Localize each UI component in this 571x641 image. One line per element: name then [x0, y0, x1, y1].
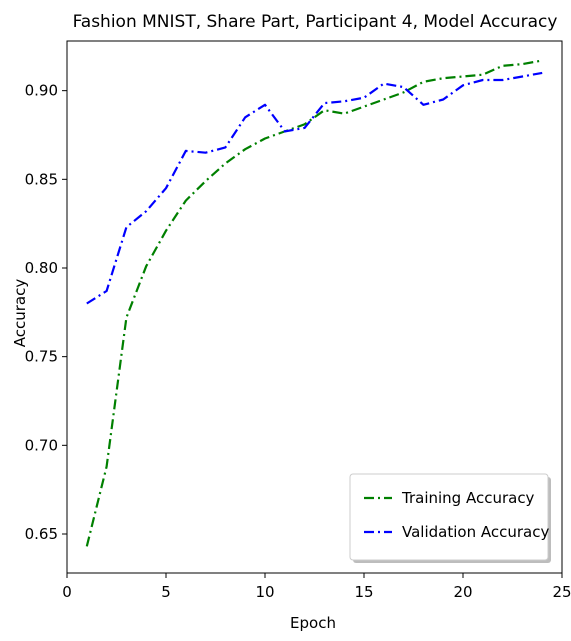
y-axis-ticks: 0.65 0.70 0.75 0.80 0.85 0.90: [25, 82, 67, 543]
x-tick-label: 10: [255, 583, 274, 601]
y-axis-label: Accuracy: [11, 279, 29, 348]
x-tick-label: 5: [161, 583, 171, 601]
x-axis-label: Epoch: [290, 614, 336, 632]
y-tick-label: 0.85: [25, 170, 58, 188]
legend-entry-label: Training Accuracy: [401, 489, 535, 507]
legend-entry-label: Validation Accuracy: [402, 523, 549, 541]
y-tick-label: 0.70: [25, 436, 58, 454]
x-tick-label: 25: [552, 583, 571, 601]
series-validation-accuracy: [87, 73, 542, 304]
y-tick-label: 0.90: [25, 82, 58, 100]
x-axis-ticks: 0 5 10 15 20 25: [62, 573, 571, 601]
y-tick-label: 0.75: [25, 348, 58, 366]
x-tick-label: 20: [453, 583, 472, 601]
legend-box: [350, 474, 548, 560]
y-tick-label: 0.65: [25, 525, 58, 543]
x-tick-label: 15: [354, 583, 373, 601]
y-tick-label: 0.80: [25, 259, 58, 277]
series-line: [87, 73, 542, 304]
legend: Training Accuracy Validation Accuracy: [350, 474, 551, 563]
chart-title: Fashion MNIST, Share Part, Participant 4…: [73, 12, 558, 32]
x-tick-label: 0: [62, 583, 72, 601]
